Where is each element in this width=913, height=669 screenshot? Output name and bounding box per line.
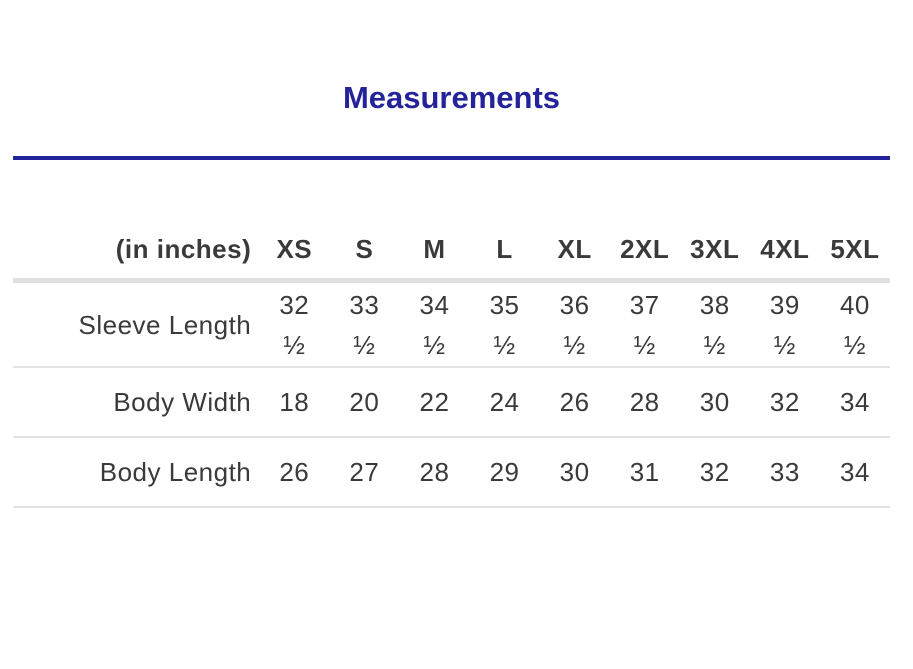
table-cell: 24	[469, 367, 540, 438]
table-cell: 29	[469, 437, 540, 508]
cell-value: 31	[629, 456, 660, 487]
page-title: Measurements	[342, 80, 561, 115]
table-cell: 30	[539, 437, 610, 508]
size-header-l: L	[469, 220, 540, 283]
cell-value: 26	[559, 386, 590, 417]
table-cell: 33 ½	[329, 280, 400, 368]
row-label: Body Width	[13, 367, 260, 438]
table-cell: 28	[399, 437, 470, 508]
cell-value: 28	[629, 386, 660, 417]
table-cell: 30	[679, 367, 750, 438]
cell-value: 28	[419, 456, 450, 487]
table-cell: 26	[259, 437, 330, 508]
table-cell: 18	[259, 367, 330, 438]
table-cell: 34	[819, 367, 890, 438]
cell-value: 34	[839, 386, 870, 417]
cell-value: 20	[349, 386, 380, 417]
table-row: Body Length 26 27 28 29 30 31 32 33 34	[13, 437, 890, 508]
cell-value: 32	[769, 386, 800, 417]
cell-value: 30	[559, 456, 590, 487]
table-cell: 31	[609, 437, 680, 508]
table-cell: 38 ½	[679, 280, 750, 368]
table-cell: 32 ½	[259, 280, 330, 368]
table-cell: 39 ½	[749, 280, 820, 368]
unit-header: (in inches)	[13, 220, 260, 283]
table-cell: 22	[399, 367, 470, 438]
cell-value: 34 ½	[419, 289, 450, 360]
size-header-2xl: 2XL	[609, 220, 680, 283]
size-header-4xl: 4XL	[749, 220, 820, 283]
size-header-s: S	[329, 220, 400, 283]
cell-value: 36 ½	[559, 289, 590, 360]
table-cell: 37 ½	[609, 280, 680, 368]
title-divider	[13, 156, 890, 160]
table-cell: 20	[329, 367, 400, 438]
size-header-m: M	[399, 220, 470, 283]
table-cell: 28	[609, 367, 680, 438]
cell-value: 29	[489, 456, 520, 487]
cell-value: 37 ½	[629, 289, 660, 360]
table-cell: 27	[329, 437, 400, 508]
table-row: Body Width 18 20 22 24 26 28 30 32 34	[13, 367, 890, 438]
cell-value: 38 ½	[699, 289, 730, 360]
cell-value: 27	[349, 456, 380, 487]
cell-value: 30	[699, 386, 730, 417]
table-cell: 34	[819, 437, 890, 508]
table-row: Sleeve Length 32 ½ 33 ½ 34 ½ 35 ½ 36 ½ 37 ½ 38 …	[13, 280, 890, 368]
row-label: Body Length	[13, 437, 260, 508]
table-cell: 40 ½	[819, 280, 890, 368]
table-cell: 36 ½	[539, 280, 610, 368]
cell-value: 39 ½	[769, 289, 800, 360]
measurements-table: (in inches) XS S M L XL 2XL 3XL 4XL 5XL Sleeve L…	[13, 220, 890, 508]
table-cell: 34 ½	[399, 280, 470, 368]
cell-value: 26	[279, 456, 310, 487]
row-label: Sleeve Length	[13, 280, 260, 368]
size-header-xl: XL	[539, 220, 610, 283]
table-cell: 35 ½	[469, 280, 540, 368]
cell-value: 33 ½	[349, 289, 380, 360]
size-header-5xl: 5XL	[819, 220, 890, 283]
size-header-xs: XS	[259, 220, 330, 283]
cell-value: 32 ½	[279, 289, 310, 360]
cell-value: 33	[769, 456, 800, 487]
table-cell: 26	[539, 367, 610, 438]
cell-value: 32	[699, 456, 730, 487]
size-header-3xl: 3XL	[679, 220, 750, 283]
header-row: (in inches) XS S M L XL 2XL 3XL 4XL 5XL	[13, 220, 890, 283]
table-cell: 32	[749, 367, 820, 438]
cell-value: 35 ½	[489, 289, 520, 360]
cell-value: 34	[839, 456, 870, 487]
cell-value: 40 ½	[839, 289, 870, 360]
cell-value: 18	[279, 386, 310, 417]
table-cell: 33	[749, 437, 820, 508]
cell-value: 24	[489, 386, 520, 417]
table-cell: 32	[679, 437, 750, 508]
cell-value: 22	[419, 386, 450, 417]
